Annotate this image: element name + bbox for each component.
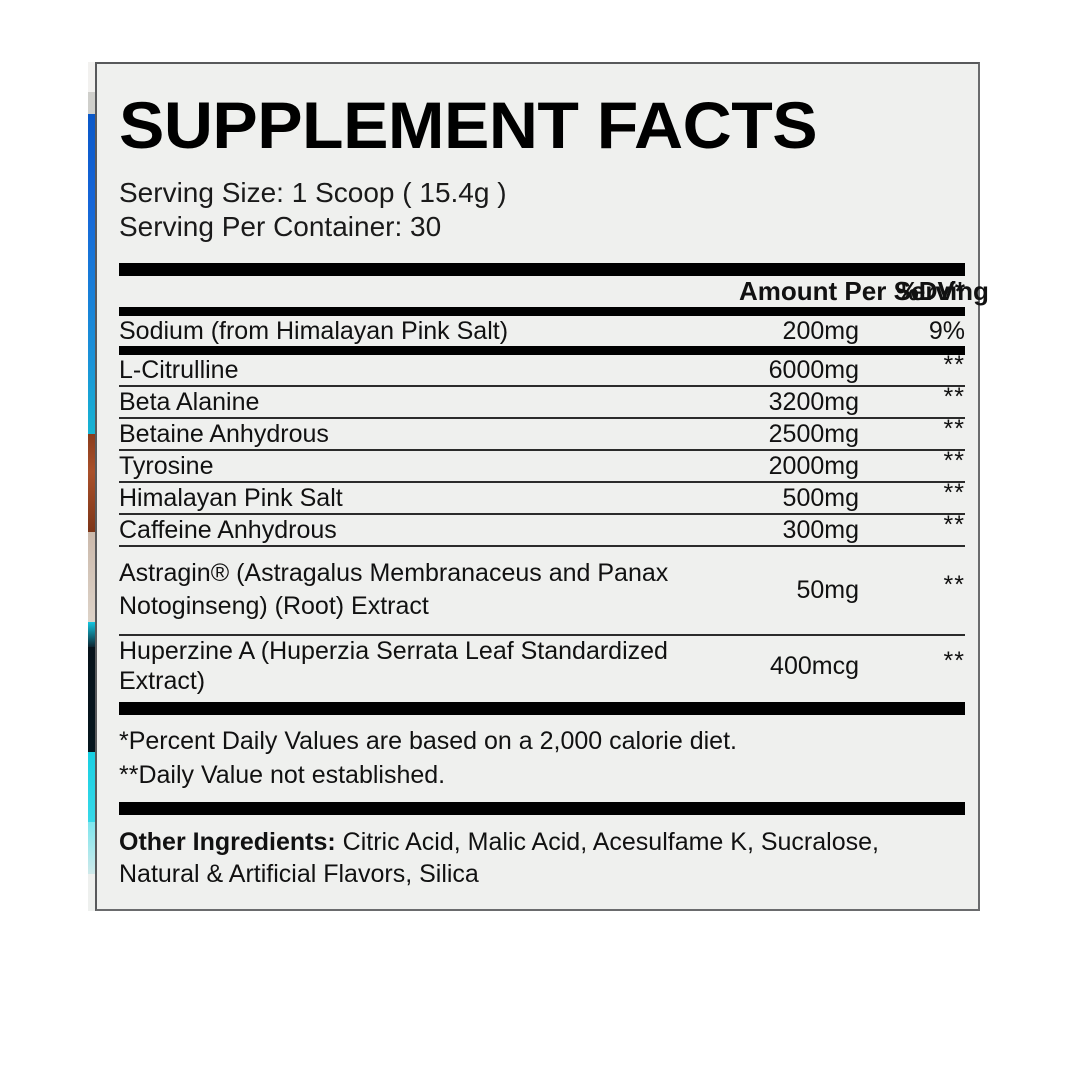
nutrient-dv: ** <box>943 383 965 411</box>
table-row: Himalayan Pink Salt 500mg ** <box>119 479 965 513</box>
divider-before-other-ingredients <box>119 802 965 815</box>
servings-per-container: Serving Per Container: 30 <box>119 211 442 242</box>
nutrient-amount: 50mg <box>796 576 859 604</box>
table-row: Betaine Anhydrous 2500mg ** <box>119 415 965 449</box>
other-ingredients-text: Citric Acid, Malic Acid, Acesulfame K, S… <box>119 828 879 888</box>
table-row: Astragin® (Astragalus Membranaceus and P… <box>119 547 965 634</box>
row-divider <box>119 449 965 451</box>
other-ingredients-label: Other Ingredients: <box>119 828 336 856</box>
serving-info: Serving Size: 1 Scoop ( 15.4g ) Serving … <box>119 176 965 244</box>
nutrient-amount: 200mg <box>782 317 859 345</box>
nutrient-amount: 2500mg <box>768 420 859 448</box>
nutrient-name: Beta Alanine <box>119 388 260 416</box>
divider-after-sodium <box>119 346 965 355</box>
table-row: L-Citrulline 6000mg ** <box>119 351 965 385</box>
nutrient-amount: 6000mg <box>768 356 859 384</box>
nutrient-dv: 9% <box>928 317 965 345</box>
amount-per-serving-header: Amount Per Serving <box>739 276 989 306</box>
divider-after-header <box>119 307 965 316</box>
panel-inner: SUPPLEMENT FACTS Serving Size: 1 Scoop (… <box>119 64 989 890</box>
nutrient-amount: 500mg <box>782 484 859 512</box>
nutrient-dv: ** <box>943 511 965 539</box>
table-header-row: Amount Per Serving %DV* <box>119 276 989 307</box>
serving-size: Serving Size: 1 Scoop ( 15.4g ) <box>119 177 507 208</box>
nutrient-name: Sodium (from Himalayan Pink Salt) <box>119 317 509 345</box>
row-divider <box>119 417 965 419</box>
supplement-facts-panel: SUPPLEMENT FACTS Serving Size: 1 Scoop (… <box>95 62 989 911</box>
nutrient-dv: ** <box>943 447 965 475</box>
other-ingredients: Other Ingredients: Citric Acid, Malic Ac… <box>119 815 965 890</box>
table-row: Tyrosine 2000mg ** <box>119 447 965 481</box>
nutrient-amount: 3200mg <box>768 388 859 416</box>
nutrient-dv: ** <box>943 571 965 599</box>
divider-med <box>119 346 965 355</box>
row-divider <box>119 545 965 547</box>
table-row: Huperzine A (Huperzia Serrata Leaf Stand… <box>119 636 965 696</box>
divider-thin <box>119 634 965 636</box>
row-divider <box>119 385 965 387</box>
nutrient-name: L-Citrulline <box>119 356 239 384</box>
nutrient-amount: 400mcg <box>770 652 859 680</box>
divider-thin <box>119 545 965 547</box>
nutrient-name: Betaine Anhydrous <box>119 420 329 448</box>
nutrient-name: Tyrosine <box>119 452 214 480</box>
row-divider <box>119 513 965 515</box>
divider-thin <box>119 481 965 483</box>
nutrient-name: Himalayan Pink Salt <box>119 484 343 512</box>
divider-top-thick <box>119 263 965 276</box>
divider-thin <box>119 513 965 515</box>
table-row: Beta Alanine 3200mg ** <box>119 383 965 417</box>
daily-value-header: %DV* <box>895 276 965 306</box>
nutrient-dv: ** <box>943 351 965 379</box>
divider-thin <box>119 417 965 419</box>
page-title: SUPPLEMENT FACTS <box>119 88 818 162</box>
divider-thin <box>119 449 965 451</box>
nutrient-name: Caffeine Anhydrous <box>119 516 337 544</box>
nutrient-dv: ** <box>943 647 965 675</box>
divider-before-footnotes <box>119 702 965 715</box>
divider-med <box>119 307 965 316</box>
facts-table: Amount Per Serving %DV* Sodium (from Him… <box>119 276 989 696</box>
row-divider <box>119 634 965 636</box>
nutrient-name: Huperzine A (Huperzia Serrata Leaf Stand… <box>119 637 668 695</box>
row-divider <box>119 481 965 483</box>
nutrient-dv: ** <box>943 479 965 507</box>
footnote-daily-value-not-established: **Daily Value not established. <box>119 761 446 789</box>
nutrient-amount: 300mg <box>782 516 859 544</box>
header-spacer <box>119 276 739 307</box>
table-row: Sodium (from Himalayan Pink Salt) 200mg … <box>119 316 965 346</box>
footnotes: *Percent Daily Values are based on a 2,0… <box>119 715 965 802</box>
table-row: Caffeine Anhydrous 300mg ** <box>119 511 965 545</box>
nutrient-name: Astragin® (Astragalus Membranaceus and P… <box>119 559 669 620</box>
footnote-percent-daily-value: *Percent Daily Values are based on a 2,0… <box>119 727 737 755</box>
nutrient-amount: 2000mg <box>768 452 859 480</box>
divider-thin <box>119 385 965 387</box>
product-photo-sliver <box>88 62 96 911</box>
nutrient-dv: ** <box>943 415 965 443</box>
